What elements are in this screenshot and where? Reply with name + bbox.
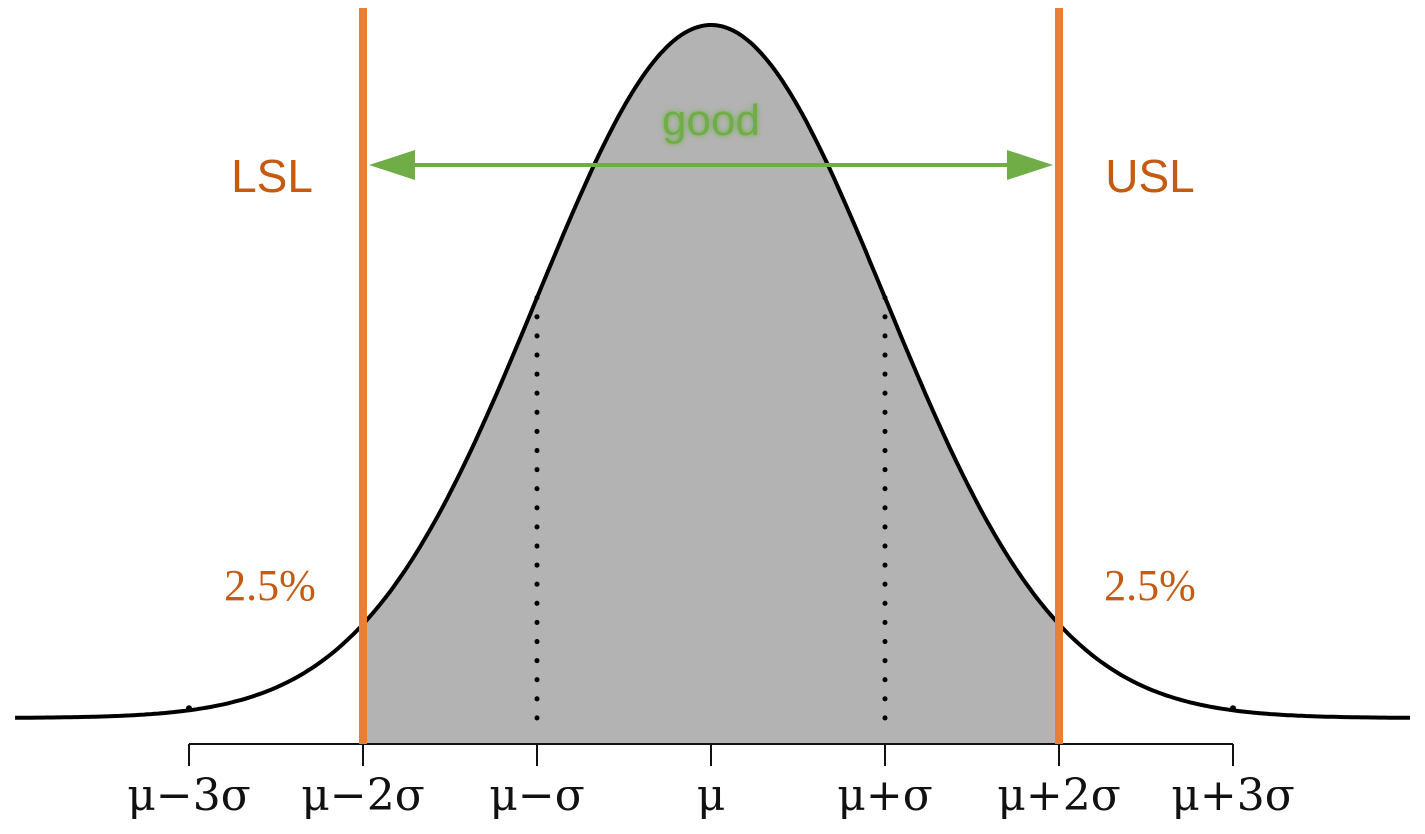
arrow-head-left-icon: [369, 150, 415, 180]
tick-label: μ+3σ: [1171, 770, 1295, 821]
sigma-dotted-guides: [186, 295, 1236, 729]
usl-line: [1055, 8, 1063, 744]
tail-point: [1230, 705, 1236, 712]
right-tail-percent: 2.5%: [1104, 561, 1196, 610]
tick-label: μ−3σ: [127, 770, 251, 821]
tick-label: μ: [697, 770, 726, 821]
x-axis: μ−3σ μ−2σ μ−σ μ μ+σ μ+2σ μ+3σ: [127, 743, 1295, 821]
good-label: good: [662, 96, 760, 145]
lsl-label: LSL: [231, 150, 313, 202]
good-arrow: [369, 150, 1053, 180]
tick-label: μ+2σ: [997, 770, 1121, 821]
tail-point: [186, 705, 192, 712]
lsl-line: [359, 8, 367, 744]
normal-curve: [14, 23, 1410, 720]
arrow-head-right-icon: [1007, 150, 1053, 180]
x-axis-ticks: μ−3σ μ−2σ μ−σ μ μ+σ μ+2σ μ+3σ: [127, 744, 1295, 821]
tick-label: μ−σ: [489, 770, 585, 821]
tick-label: μ−2σ: [301, 770, 425, 821]
tick-label: μ+σ: [837, 770, 933, 821]
left-tail-percent: 2.5%: [224, 561, 316, 610]
usl-label: USL: [1105, 150, 1194, 202]
